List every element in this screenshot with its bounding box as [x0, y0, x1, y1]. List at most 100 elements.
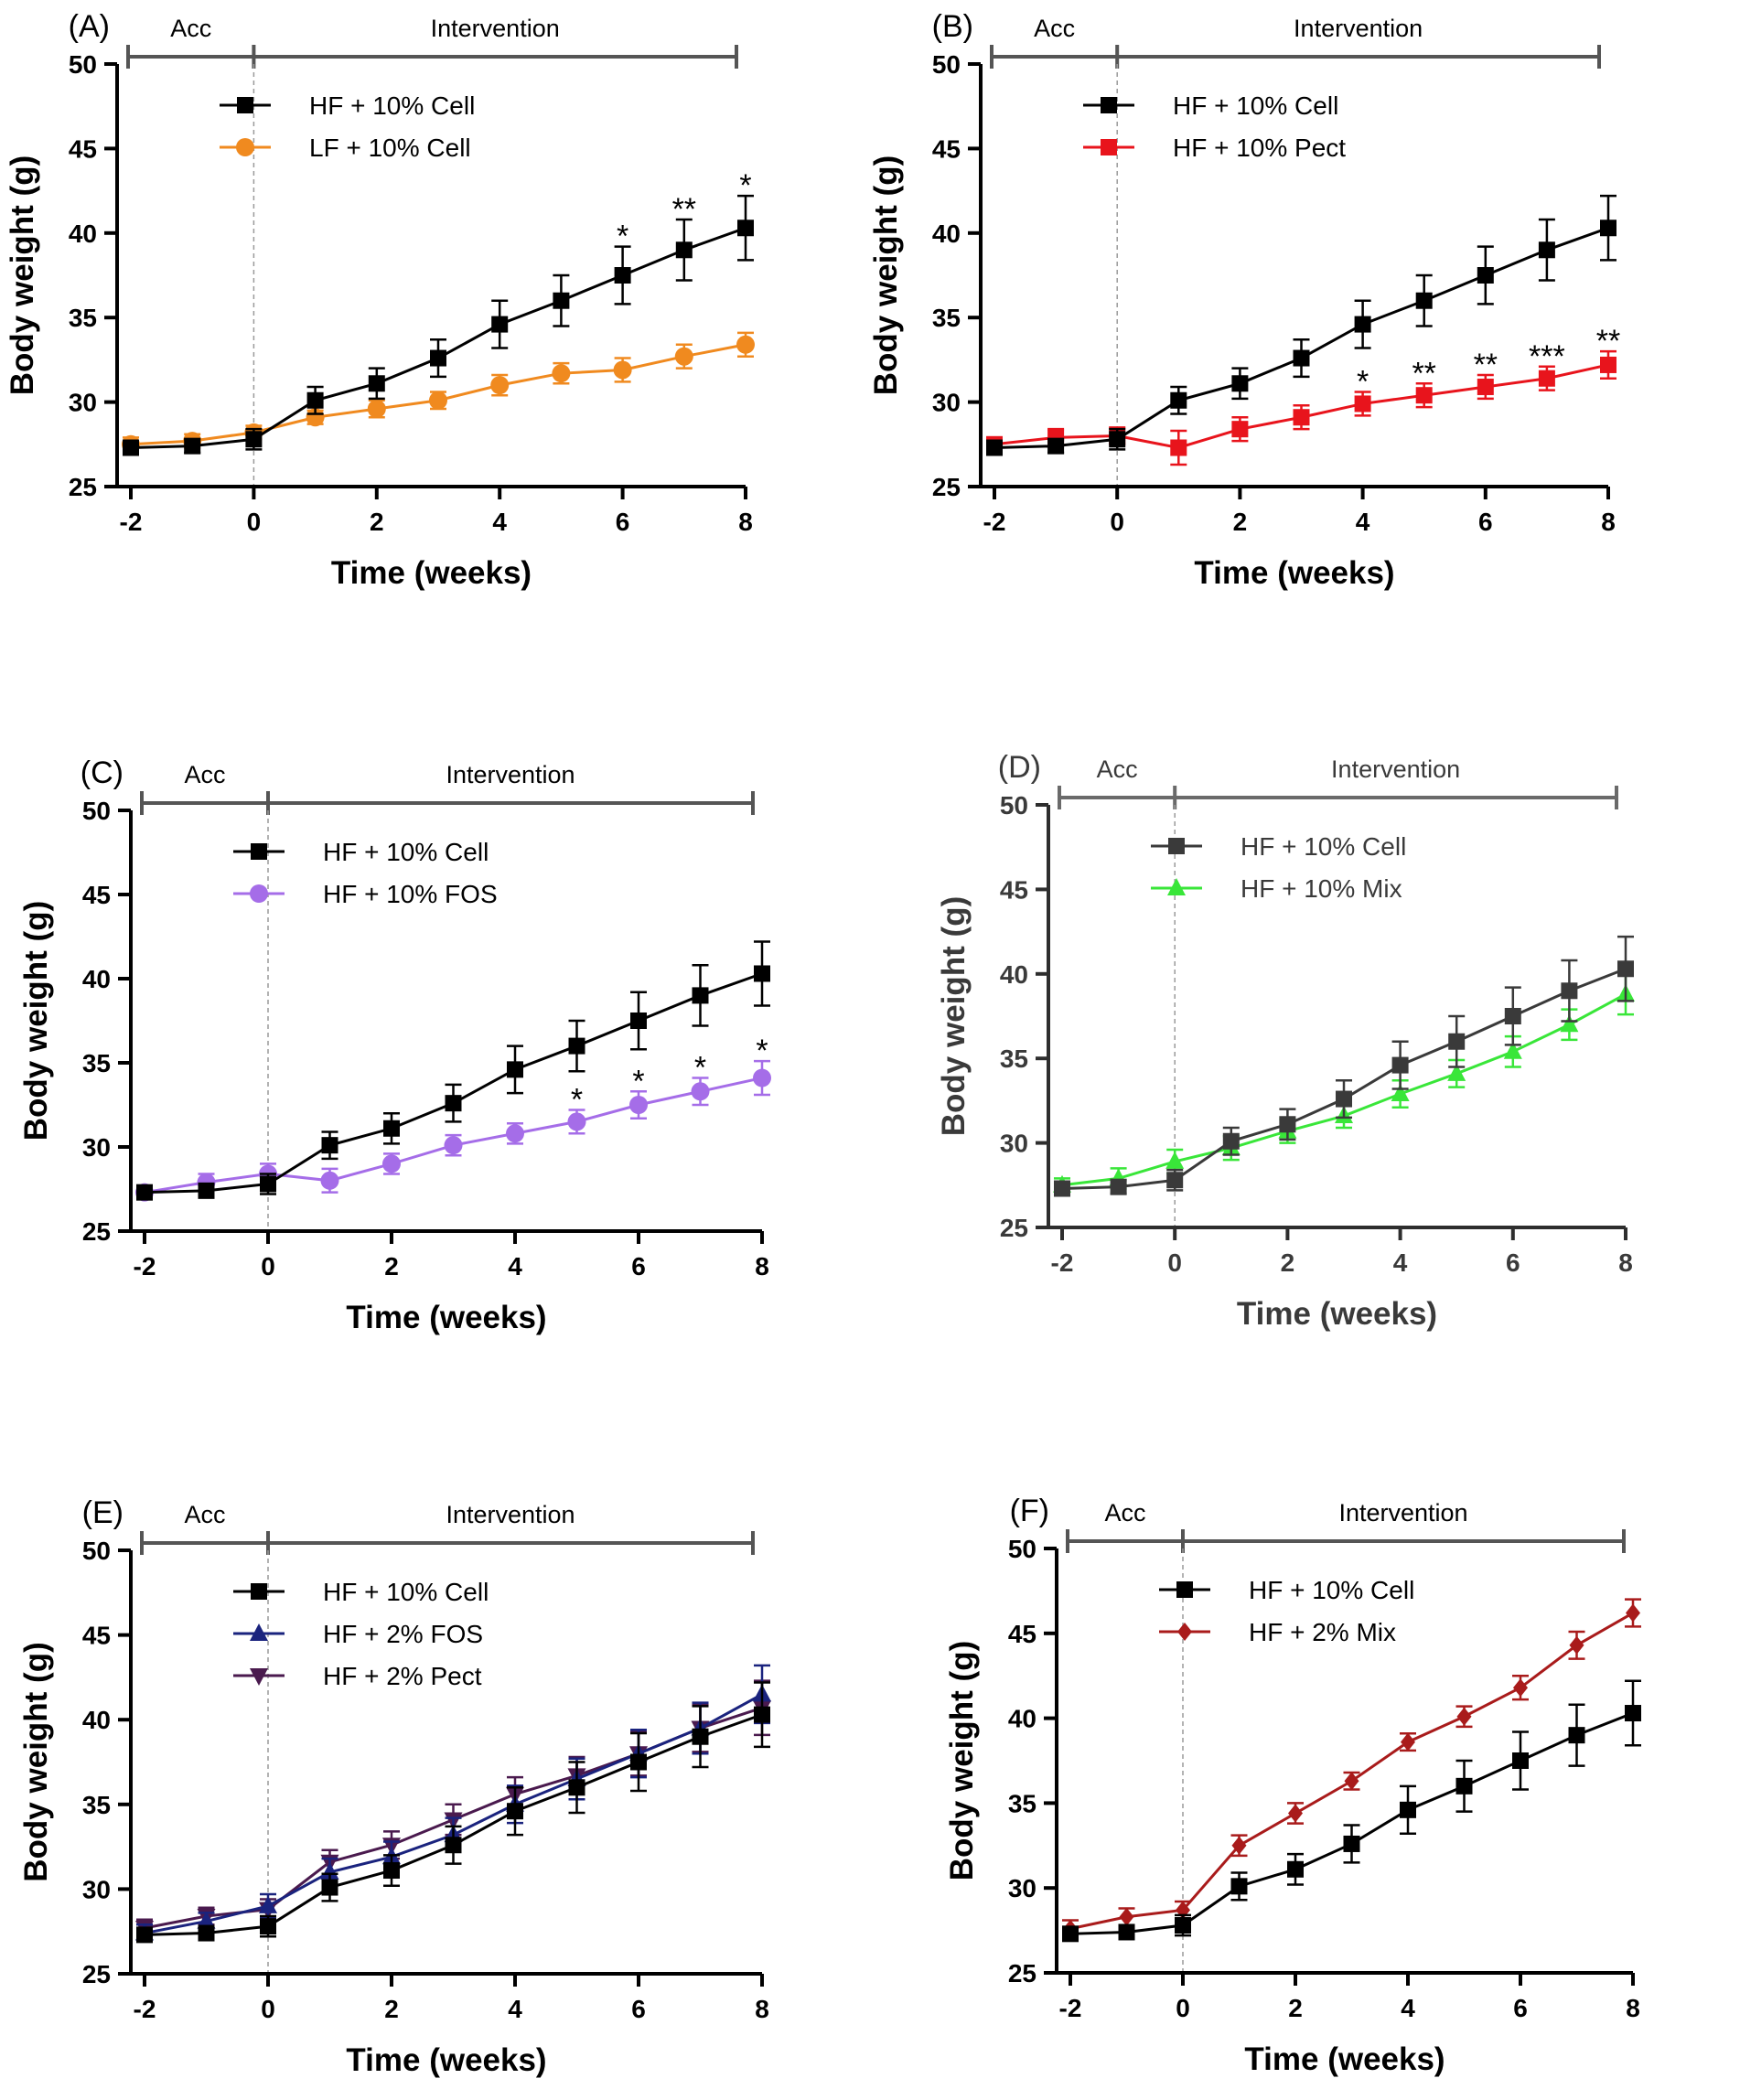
intervention-label: Intervention — [1338, 1499, 1467, 1527]
y-tick-label: 40 — [1008, 1705, 1036, 1733]
y-tick-label: 25 — [82, 1960, 111, 1988]
legend-label: HF + 10% Cell — [1173, 91, 1338, 120]
y-tick-label: 45 — [1000, 875, 1028, 904]
data-point — [1119, 1907, 1134, 1926]
legend-marker — [1177, 1623, 1192, 1641]
data-point — [553, 292, 570, 309]
data-point — [1288, 1804, 1303, 1823]
significance-mark: *** — [1529, 339, 1565, 374]
y-axis-title: Body weight (g) — [18, 901, 54, 1141]
legend-label: HF + 10% Cell — [309, 91, 475, 120]
data-point — [184, 437, 201, 455]
y-tick-label: 35 — [82, 1791, 111, 1819]
data-point — [368, 375, 385, 392]
data-point — [1165, 1151, 1185, 1169]
data-point — [506, 1124, 524, 1143]
data-point — [1503, 1041, 1522, 1059]
data-point — [1538, 241, 1555, 259]
data-point — [382, 1154, 401, 1173]
data-point — [737, 220, 754, 237]
data-point — [198, 1182, 215, 1199]
data-point — [692, 987, 709, 1004]
data-point — [1400, 1801, 1416, 1818]
y-tick-label: 30 — [69, 389, 97, 417]
x-tick-label: 8 — [1626, 1994, 1640, 2022]
data-point — [568, 1037, 585, 1055]
y-tick-label: 35 — [82, 1049, 111, 1077]
legend-entry: HF + 2% Mix — [1159, 1618, 1396, 1646]
data-point — [1231, 375, 1249, 392]
data-point — [320, 1861, 339, 1880]
y-tick-label: 35 — [1008, 1789, 1036, 1817]
panel-a: (A) Acc Intervention 25 30 35 40 45 50 -2 0 2 4 6 8 Tim… — [5, 9, 755, 591]
legend-label: LF + 10% Cell — [309, 134, 471, 162]
x-tick-label: 2 — [384, 1252, 399, 1280]
x-tick-label: 0 — [1176, 1994, 1190, 2022]
data-point — [1391, 1084, 1410, 1102]
x-tick-label: 4 — [508, 1995, 522, 2023]
y-tick-label: 45 — [82, 881, 111, 909]
data-point — [630, 1753, 647, 1771]
data-point — [198, 1924, 215, 1942]
y-tick-label: 25 — [1008, 1959, 1036, 1988]
data-point — [754, 965, 770, 982]
data-point — [260, 1175, 276, 1193]
panel-label: (D) — [998, 750, 1041, 785]
legend-label: HF + 10% Cell — [1249, 1576, 1414, 1604]
data-point — [1600, 356, 1616, 373]
y-tick-label: 35 — [69, 304, 97, 332]
x-tick-label: 0 — [261, 1252, 275, 1280]
x-tick-label: 4 — [492, 508, 507, 536]
legend-label: HF + 10% Mix — [1241, 874, 1402, 903]
legend-entry: HF + 10% Cell — [233, 838, 489, 866]
significance-mark: ** — [672, 192, 696, 227]
acc-label: Acc — [184, 761, 225, 788]
legend-marker — [251, 1583, 267, 1600]
legend-entry: HF + 10% Cell — [233, 1578, 489, 1606]
data-point — [321, 1879, 338, 1896]
data-point — [1455, 1777, 1473, 1795]
legend-entry: HF + 10% Mix — [1151, 874, 1402, 903]
series-line — [1069, 1711, 1634, 1935]
x-tick-label: -2 — [134, 1252, 156, 1280]
data-point — [629, 1096, 648, 1114]
data-point — [1561, 982, 1578, 1000]
data-point — [1231, 1836, 1247, 1855]
data-point — [692, 1728, 709, 1745]
panel-label: (A) — [69, 9, 110, 44]
series-3 — [135, 1679, 771, 1938]
x-axis-title: Time (weeks) — [346, 2042, 546, 2078]
y-axis-title: Body weight (g) — [18, 1642, 54, 1881]
data-point — [1293, 349, 1310, 367]
x-tick-label: 8 — [755, 1995, 769, 2023]
data-point — [1600, 220, 1616, 237]
x-tick-label: -2 — [120, 508, 143, 536]
y-axis-title: Body weight (g) — [944, 1641, 980, 1880]
data-point — [136, 1926, 153, 1944]
data-point — [1222, 1132, 1240, 1150]
data-point — [1118, 1923, 1135, 1941]
x-tick-label: 6 — [616, 508, 630, 536]
x-tick-label: 4 — [1356, 508, 1370, 536]
y-tick-label: 50 — [82, 797, 111, 825]
acc-label: Acc — [1097, 755, 1138, 783]
x-axis-title: Time (weeks) — [331, 555, 532, 591]
y-tick-label: 35 — [932, 304, 961, 332]
legend-entry: HF + 10% Cell — [1151, 832, 1406, 861]
series-line — [1069, 1612, 1634, 1931]
data-point — [1287, 1860, 1304, 1878]
series-1 — [1054, 935, 1634, 1197]
data-point — [507, 1803, 523, 1820]
data-point — [1170, 391, 1187, 409]
x-tick-label: 2 — [1281, 1248, 1295, 1277]
legend-entry: HF + 2% FOS — [233, 1620, 483, 1648]
data-point — [630, 1012, 647, 1029]
series-line — [144, 972, 763, 1195]
data-point — [1391, 1056, 1409, 1074]
data-point — [1170, 439, 1187, 456]
legend-entry: HF + 10% FOS — [233, 880, 498, 908]
panel-d: (D) Acc Intervention 25 30 35 40 45 50 -2 0 2 4 6 8 Tim… — [936, 750, 1635, 1332]
y-tick-label: 30 — [82, 1133, 111, 1162]
x-tick-label: 4 — [508, 1252, 522, 1280]
